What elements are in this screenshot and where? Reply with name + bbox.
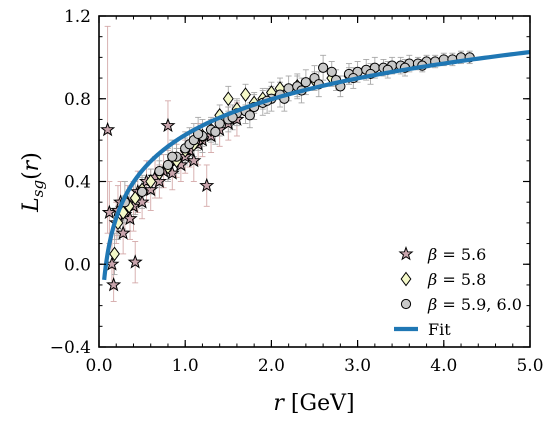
star-data-point: [199, 177, 215, 193]
legend-label: β = 5.8: [427, 270, 486, 289]
circle-data-point: [326, 66, 337, 77]
legend-item: β = 5.9, 6.0: [400, 295, 522, 314]
legend-label: β = 5.6: [427, 245, 486, 264]
legend-star-swatch: [398, 246, 414, 261]
star-data-point: [106, 276, 122, 292]
star-data-point: [151, 173, 167, 188]
x-tick-label: 5.0: [516, 356, 543, 376]
legend-label: β = 5.9, 6.0: [427, 295, 522, 314]
axis-tick-labels: 0.0 1.0 2.0 3.0 4.0 5.0−0.40.00.40.81.2: [50, 7, 544, 376]
circle-data-point: [162, 159, 174, 171]
circle-data-point: [137, 186, 148, 197]
circle-data-point: [244, 110, 255, 121]
star-data-point: [127, 254, 143, 269]
diamond-data-point: [145, 174, 157, 189]
y-tick-label: 0.0: [64, 255, 91, 275]
star-data-point: [143, 181, 159, 197]
legend-item: Fit: [394, 320, 451, 339]
x-tick-label: 2.0: [258, 356, 285, 376]
star-data-point: [115, 225, 131, 240]
x-tick-label: 0.0: [85, 356, 112, 376]
legend: β = 5.6 β = 5.8 β = 5.9, 6.0 Fit: [394, 245, 522, 339]
diamond-data-point: [240, 87, 251, 102]
y-axis-label: Lsg(r): [19, 152, 47, 213]
circle-data-point: [167, 151, 178, 162]
circle-data-point: [210, 126, 221, 137]
x-tick-label: 1.0: [172, 356, 199, 376]
diamond-data-point: [129, 190, 141, 206]
legend-item: β = 5.6: [398, 245, 486, 264]
x-tick-label: 3.0: [344, 356, 371, 376]
star-data-point: [100, 121, 116, 137]
legend-label: Fit: [428, 320, 451, 339]
star-data-point: [160, 117, 176, 133]
circle-data-point: [300, 77, 311, 88]
legend-item: β = 5.8: [400, 270, 486, 289]
legend-circle-swatch: [400, 298, 412, 310]
x-axis-label: r [GeV]: [273, 391, 354, 416]
diamond-data-point: [109, 246, 120, 262]
x-tick-label: 4.0: [430, 356, 457, 376]
y-tick-label: 0.4: [64, 173, 91, 193]
diamond-data-point: [222, 91, 234, 107]
y-tick-label: 1.2: [64, 7, 91, 27]
circle-data-point: [318, 62, 329, 73]
fit-curve: [102, 49, 530, 281]
y-tick-label: −0.4: [50, 338, 91, 358]
y-tick-label: 0.8: [64, 90, 91, 110]
legend-diamond-swatch: [400, 271, 412, 287]
circle-data-point: [154, 166, 165, 177]
axis-ticks: [98, 15, 531, 348]
star-data-point: [186, 152, 202, 168]
data-points: [100, 52, 475, 292]
fit-curve-group: [102, 49, 530, 281]
